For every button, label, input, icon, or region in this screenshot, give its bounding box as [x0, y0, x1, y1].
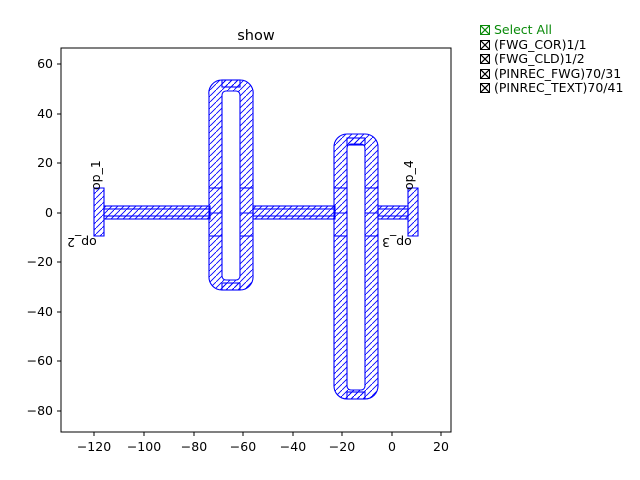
port-label-op2: op_2 [67, 235, 97, 250]
checkbox-icon[interactable] [480, 39, 490, 50]
loop-bottom-cap [346, 391, 366, 400]
layer-legend: Select All (FWG_COR)1/1 (FWG_CLD)1/2 (PI… [480, 22, 624, 96]
x-tick-label: −40 [280, 439, 306, 454]
layout-geometry [93, 79, 419, 400]
checkbox-icon[interactable] [480, 83, 490, 94]
port-label-op3: op_3 [382, 235, 412, 250]
loop-bottom-cap [221, 282, 241, 291]
axes-frame [60, 47, 452, 433]
x-tick-label: 20 [433, 439, 449, 454]
y-tick-label: 20 [37, 155, 53, 170]
x-tick-label: 0 [388, 439, 396, 454]
loop-top-cap [221, 79, 241, 88]
layer-toggle[interactable]: (FWG_COR)1/1 [480, 36, 623, 53]
checkbox-icon[interactable] [480, 54, 490, 65]
x-tick-label: −80 [181, 439, 207, 454]
select-all-toggle[interactable]: Select All [480, 22, 623, 38]
layer-label: (PINREC_TEXT)70/41 [494, 80, 624, 95]
checkbox-icon[interactable] [480, 25, 490, 36]
y-tick-label: −40 [27, 304, 53, 319]
layer-label: (FWG_CLD)1/2 [494, 51, 585, 66]
x-tick-label: −100 [127, 439, 161, 454]
bend-waveguide [93, 187, 105, 237]
y-tick-label: 0 [45, 205, 53, 220]
port-label-op1: op_1 [88, 160, 103, 190]
loop-waveguide [208, 79, 254, 214]
bend-waveguide [407, 187, 419, 237]
x-tick-label: −120 [77, 439, 111, 454]
x-tick-label: −60 [230, 439, 256, 454]
y-tick-label: −80 [27, 403, 53, 418]
loop-top-cap [346, 137, 366, 146]
layer-toggle[interactable]: (PINREC_TEXT)70/41 [480, 80, 624, 96]
layer-toggle[interactable]: (PINREC_FWG)70/31 [480, 65, 623, 82]
y-tick-label: 60 [37, 56, 53, 71]
checkbox-icon[interactable] [480, 68, 490, 79]
loop-waveguide [208, 212, 254, 291]
port-labels: op_1 op_2 op_3 op_4 [67, 160, 416, 250]
loop-waveguide [333, 133, 379, 214]
plot-title: show [237, 28, 275, 44]
select-all-label: Select All [494, 22, 553, 37]
straight-waveguide [103, 205, 211, 220]
layer-toggle[interactable]: (FWG_CLD)1/2 [480, 51, 623, 67]
straight-waveguide [252, 205, 336, 220]
y-tick-label: −60 [27, 353, 53, 368]
x-axis: −120 −100 −80 −60 −40 −20 0 20 [77, 432, 449, 454]
port-label-op4: op_4 [401, 160, 416, 190]
layer-label: (PINREC_FWG)70/31 [494, 65, 622, 81]
y-axis: 60 40 20 0 −20 −40 −60 −80 [27, 56, 61, 418]
x-tick-label: −20 [329, 439, 355, 454]
y-tick-label: 40 [37, 106, 53, 121]
y-tick-label: −20 [27, 254, 53, 269]
loop-waveguide [333, 212, 379, 400]
layer-label: (FWG_COR)1/1 [494, 36, 587, 52]
straight-waveguide [377, 205, 409, 220]
